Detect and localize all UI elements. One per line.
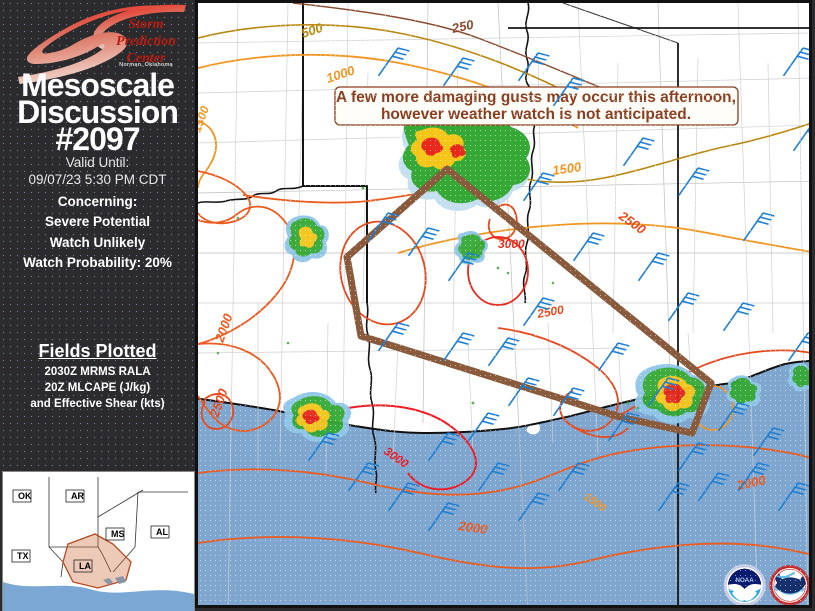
svg-text:TX: TX — [17, 551, 29, 561]
svg-text:however weather watch is not a: however weather watch is not anticipated… — [381, 106, 691, 123]
svg-text:E: E — [806, 582, 811, 585]
svg-text:MS: MS — [111, 529, 125, 539]
svg-text:NOAA: NOAA — [735, 577, 754, 584]
svg-text:A few more damaging gusts may: A few more damaging gusts may occur this… — [336, 89, 736, 106]
svg-text:OK: OK — [18, 491, 32, 501]
svg-text:AL: AL — [156, 527, 168, 537]
svg-text:3000: 3000 — [498, 237, 525, 251]
svg-text:A: A — [786, 564, 790, 569]
svg-text:AR: AR — [71, 491, 84, 501]
svg-text:LA: LA — [79, 561, 91, 571]
